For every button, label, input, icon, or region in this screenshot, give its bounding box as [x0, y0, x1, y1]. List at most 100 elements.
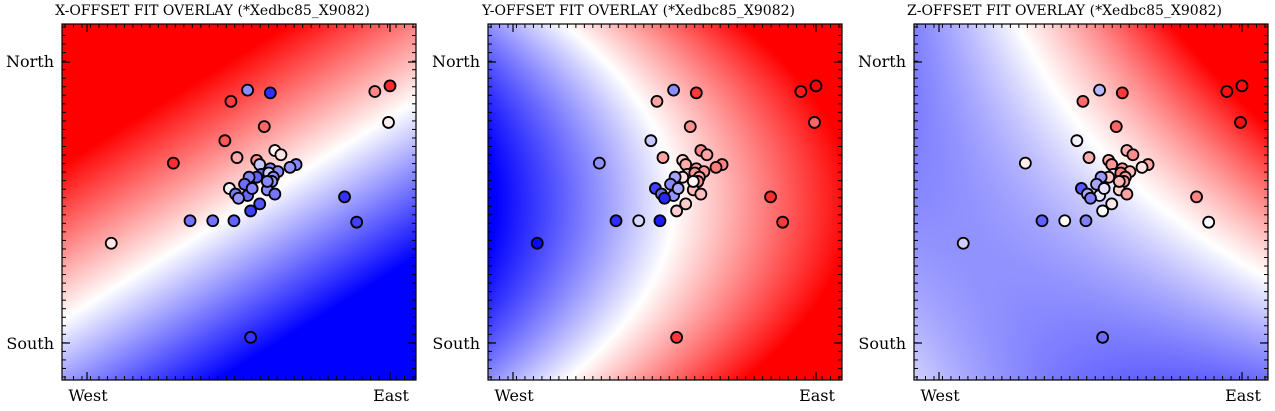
data-point: [1097, 182, 1111, 195]
data-point: [1109, 120, 1123, 134]
data-point: [700, 148, 714, 162]
x-tick-east: East: [799, 386, 835, 405]
data-point: [206, 214, 220, 228]
data-point: [257, 120, 271, 134]
data-point: [1096, 330, 1110, 344]
data-point: [283, 160, 297, 174]
data-point: [1058, 214, 1072, 228]
x-tick-west: West: [920, 386, 960, 405]
plot-frame: [487, 23, 843, 381]
chart-title: Y-OFFSET FIT OVERLAY (*Xedbc85_X9082): [482, 3, 795, 19]
data-point: [671, 182, 685, 195]
data-point: [644, 134, 658, 148]
y-tick-north: North: [5, 52, 54, 71]
data-point: [260, 175, 274, 188]
data-point: [794, 85, 808, 98]
data-point: [230, 151, 244, 164]
data-point: [1018, 156, 1032, 170]
data-point: [218, 134, 232, 148]
data-point: [530, 236, 544, 250]
data-point: [232, 191, 245, 205]
data-point: [274, 148, 288, 162]
data-point: [1079, 214, 1093, 228]
data-point: [166, 156, 180, 170]
y-tick-south: South: [858, 334, 906, 353]
data-point: [383, 79, 397, 93]
chart-panel-z-offset: Z-OFFSET FIT OVERLAY (*Xedbc85_X9082) No…: [852, 0, 1275, 411]
plot-frame: [61, 23, 417, 381]
data-point: [244, 204, 258, 218]
data-point: [689, 86, 703, 100]
data-point: [1135, 160, 1149, 174]
data-point: [1220, 85, 1234, 98]
data-point: [592, 156, 606, 170]
data-point: [764, 190, 777, 204]
x-offset-chart: [61, 23, 417, 381]
data-point: [656, 151, 670, 164]
x-tick-west: West: [68, 386, 108, 405]
data-point: [1112, 175, 1126, 188]
data-point: [1202, 215, 1216, 229]
data-point: [1035, 214, 1049, 228]
y-tick-north: North: [431, 52, 480, 71]
data-point: [1082, 151, 1096, 164]
data-point: [658, 191, 671, 205]
data-point: [679, 197, 693, 211]
data-point: [1115, 86, 1129, 100]
z-offset-chart: [913, 23, 1269, 381]
data-point: [650, 94, 664, 108]
data-point: [1190, 190, 1203, 204]
y-tick-south: South: [432, 334, 480, 353]
y-offset-chart: [487, 23, 843, 381]
data-point: [368, 85, 382, 98]
chart-title: Z-OFFSET FIT OVERLAY (*Xedbc85_X9082): [907, 3, 1222, 19]
data-point: [1096, 204, 1110, 218]
data-point: [338, 190, 351, 204]
data-point: [268, 187, 282, 201]
chart-panel-x-offset: X-OFFSET FIT OVERLAY (*Xedbc85_X9082) No…: [0, 0, 425, 411]
data-point: [709, 160, 723, 174]
data-point: [350, 215, 364, 229]
data-point: [1076, 94, 1090, 108]
data-point: [609, 214, 623, 228]
data-point: [956, 236, 970, 250]
data-point: [245, 182, 259, 195]
x-tick-west: West: [494, 386, 534, 405]
data-point: [653, 214, 667, 228]
chart-panel-y-offset: Y-OFFSET FIT OVERLAY (*Xedbc85_X9082) No…: [426, 0, 851, 411]
data-point: [1235, 79, 1249, 93]
data-point: [1070, 134, 1084, 148]
data-point: [1120, 187, 1134, 201]
data-point: [670, 204, 684, 218]
x-tick-east: East: [1225, 386, 1261, 405]
data-point: [224, 94, 238, 108]
data-point: [1105, 197, 1119, 211]
data-point: [683, 120, 697, 134]
y-tick-south: South: [6, 334, 54, 353]
data-point: [670, 330, 684, 344]
data-point: [694, 187, 708, 201]
axis-ticks: [62, 24, 416, 380]
data-point: [183, 214, 197, 228]
data-point: [227, 214, 241, 228]
data-point: [776, 215, 790, 229]
chart-title: X-OFFSET FIT OVERLAY (*Xedbc85_X9082): [55, 3, 370, 19]
data-point: [632, 214, 646, 228]
data-point: [1084, 191, 1097, 205]
data-point: [1234, 116, 1247, 129]
data-point: [808, 116, 821, 129]
plot-frame: [913, 23, 1269, 381]
data-point: [809, 79, 823, 93]
data-point: [667, 83, 680, 97]
axis-ticks: [488, 24, 842, 380]
data-point: [686, 175, 700, 188]
data-point: [253, 197, 267, 211]
axis-ticks: [914, 24, 1268, 380]
data-point: [104, 236, 118, 250]
y-tick-north: North: [857, 52, 906, 71]
data-point: [382, 116, 395, 129]
data-point: [263, 86, 277, 100]
data-point: [1126, 148, 1140, 162]
data-point: [244, 330, 258, 344]
x-tick-east: East: [373, 386, 409, 405]
